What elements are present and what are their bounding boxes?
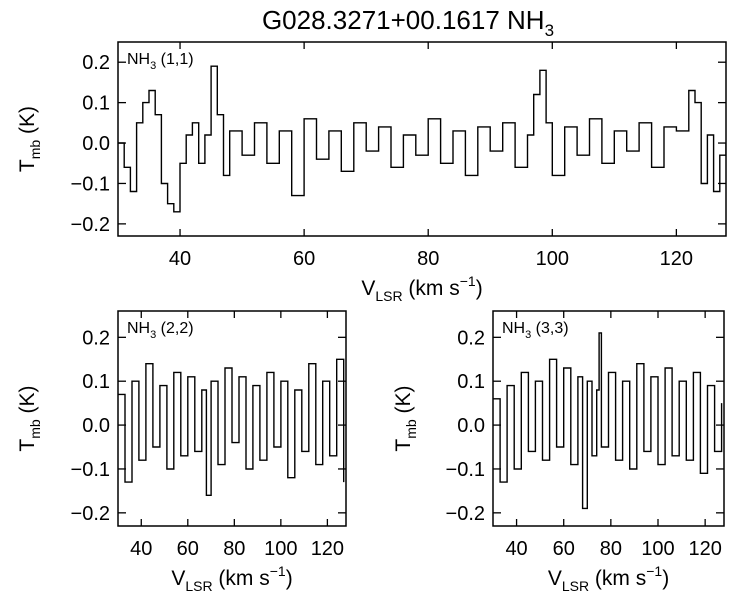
- x-tick-label: 80: [417, 248, 439, 270]
- x-tick-label: 80: [223, 538, 245, 560]
- y-tick-label: −0.1: [71, 459, 110, 481]
- x-tick-label: 100: [264, 538, 297, 560]
- x-label-main: V: [361, 277, 375, 300]
- panel-3: 40 60 80 100 120 −0.2 −0.1 0.0 0.1 0.2 NH3 (3,3) VL…: [392, 310, 725, 594]
- x-tick-label: 40: [169, 248, 191, 270]
- x-tick-label: 120: [660, 248, 693, 270]
- y-tick-label: 0.2: [457, 327, 485, 349]
- spectrum-line: [118, 358, 345, 496]
- spectrum-line: [118, 65, 726, 213]
- x-axis-label: VLSR (km s−1): [171, 563, 292, 594]
- y-axis-label: Tmb (K): [16, 106, 43, 172]
- x-tick-label: 60: [177, 538, 199, 560]
- panel-2: 40 60 80 100 120 −0.2 −0.1 0.0 0.1 0.2 NH3 (2,2) VL…: [16, 310, 347, 594]
- x-tick-label: 100: [536, 248, 569, 270]
- x-tick-label: 120: [688, 538, 721, 560]
- x-tick-label: 60: [553, 538, 575, 560]
- panel-label-main: NH: [502, 320, 525, 337]
- panel-1: 40 60 80 100 120 −0.2 −0.1 0.0 0.1 0.2 NH3 (1,1) VL…: [16, 41, 727, 304]
- title-main: G028.3271+00.1617 NH: [262, 5, 545, 35]
- x-axis-label: VLSR (km s−1): [361, 273, 482, 304]
- x-label-sup: −1: [270, 563, 286, 579]
- y-tick-label: −0.2: [446, 503, 485, 525]
- y-tick-label: −0.1: [71, 173, 110, 195]
- x-label-close: ): [286, 567, 293, 590]
- title-subscript: 3: [545, 21, 554, 40]
- y-label-main: T: [392, 439, 415, 452]
- panel-label-sub: 3: [525, 329, 531, 341]
- x-label-tail: (km s: [403, 277, 460, 300]
- y-tick-label: 0.0: [82, 133, 110, 155]
- panel-label-tail: (2,2): [156, 320, 193, 337]
- x-tick-label: 100: [641, 538, 674, 560]
- x-tick-label: 40: [130, 538, 152, 560]
- x-tick-label: 40: [505, 538, 527, 560]
- x-label-main: V: [548, 567, 562, 590]
- y-label-sub: mb: [403, 419, 419, 439]
- y-tick-label: 0.1: [457, 371, 485, 393]
- x-label-sup: −1: [646, 563, 662, 579]
- x-tick-label: 120: [311, 538, 344, 560]
- panel-label-tail: (1,1): [156, 51, 193, 68]
- x-label-close: ): [476, 277, 483, 300]
- panel-label-sub: 3: [150, 60, 156, 72]
- y-label-sub: mb: [27, 140, 43, 160]
- y-axis-label: Tmb (K): [392, 385, 419, 451]
- panel-label: NH3 (2,2): [127, 320, 194, 341]
- y-tick-label: −0.2: [71, 214, 110, 236]
- panel-label-tail: (3,3): [531, 320, 568, 337]
- y-tick-label: −0.2: [71, 503, 110, 525]
- panel-label-main: NH: [127, 51, 150, 68]
- x-label-sub: LSR: [375, 288, 402, 304]
- y-tick-label: 0.2: [82, 327, 110, 349]
- y-tick-label: 0.1: [82, 93, 110, 115]
- x-label-main: V: [171, 567, 185, 590]
- y-label-sub: mb: [27, 419, 43, 439]
- y-tick-label: 0.2: [82, 52, 110, 74]
- x-axis-label: VLSR (km s−1): [548, 563, 669, 594]
- y-tick-label: 0.0: [457, 415, 485, 437]
- x-tick-label: 60: [293, 248, 315, 270]
- y-tick-label: 0.0: [82, 415, 110, 437]
- panel-label-sub: 3: [150, 329, 156, 341]
- x-label-sub: LSR: [185, 578, 212, 594]
- x-label-tail: (km s: [213, 567, 270, 590]
- panel-frame: [117, 41, 727, 237]
- spectrum-line: [493, 332, 723, 510]
- y-label-tail: (K): [392, 385, 415, 419]
- x-label-close: ): [662, 567, 669, 590]
- y-label-tail: (K): [16, 385, 39, 419]
- panel-label: NH3 (1,1): [127, 51, 194, 72]
- panel-label-main: NH: [127, 320, 150, 337]
- panel-frame: [117, 310, 347, 527]
- y-label-tail: (K): [16, 106, 39, 140]
- y-axis-label: Tmb (K): [16, 385, 43, 451]
- x-label-sup: −1: [460, 273, 476, 289]
- y-tick-label: −0.1: [446, 459, 485, 481]
- x-label-tail: (km s: [589, 567, 646, 590]
- panel-label: NH3 (3,3): [502, 320, 569, 341]
- figure-title: G028.3271+00.1617 NH3: [262, 5, 554, 40]
- x-label-sub: LSR: [562, 578, 589, 594]
- panel-frame: [492, 310, 725, 527]
- y-tick-label: 0.1: [82, 371, 110, 393]
- y-label-main: T: [16, 159, 39, 172]
- x-tick-label: 80: [600, 538, 622, 560]
- y-label-main: T: [16, 439, 39, 452]
